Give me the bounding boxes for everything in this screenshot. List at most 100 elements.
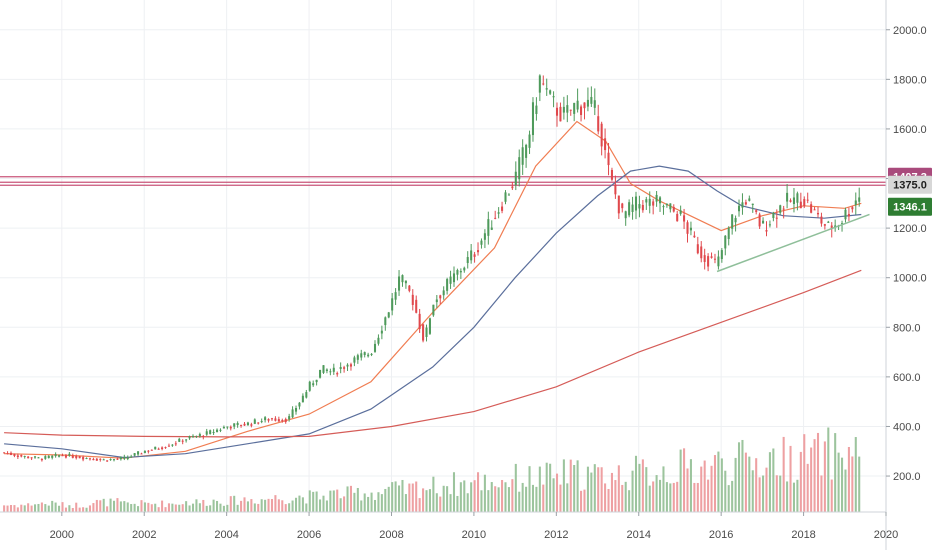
candle-body (191, 435, 195, 438)
candle-body (373, 343, 377, 352)
volume-bar (555, 473, 559, 512)
volume-bar (181, 504, 184, 512)
candle-body (332, 367, 335, 372)
candle-body (717, 256, 720, 267)
y-tick-label: 600.0 (893, 372, 921, 384)
volume-bar (521, 482, 524, 512)
candle-body (161, 447, 164, 450)
volume-bar (463, 480, 466, 512)
candle-body (353, 357, 356, 363)
x-tick-label: 2014 (627, 529, 651, 541)
candle-body (823, 224, 826, 226)
volume-bar (322, 495, 325, 512)
volume-bar (253, 503, 256, 512)
candle-body (95, 458, 98, 461)
candle-body (380, 330, 383, 334)
volume-bar (607, 488, 610, 512)
candle-body (786, 192, 789, 202)
volume-bar (614, 480, 617, 512)
candle-body (126, 457, 129, 460)
candle-body (133, 453, 136, 456)
volume-bar (380, 494, 383, 512)
candle-body (240, 424, 243, 426)
candle-body (707, 256, 710, 267)
volume-bar (501, 479, 504, 512)
candle-body (174, 443, 177, 445)
candle-body (167, 445, 170, 447)
volume-bar (841, 457, 844, 512)
volume-bar (336, 489, 339, 512)
candle-body (535, 105, 538, 114)
volume-bar (645, 467, 648, 512)
candle-body (119, 457, 122, 460)
candle-body (652, 201, 655, 206)
volume-bar (456, 495, 459, 512)
time-axis[interactable]: 2000 2002 2004 2006 2008 2010 2012 2014 2016 2018… (0, 511, 898, 541)
volume-bar (559, 484, 562, 512)
volume-bar (61, 502, 64, 512)
volume-bar (439, 496, 442, 512)
candle-body (501, 206, 504, 211)
volume-bar (700, 466, 703, 512)
candle-body (679, 210, 682, 214)
candle-body (222, 426, 225, 429)
candle-body (339, 366, 342, 369)
volume-bar (542, 484, 545, 512)
volume-bar (51, 500, 54, 512)
volume-bar (191, 503, 195, 512)
candle-body (212, 432, 215, 434)
volume-bar (312, 491, 315, 512)
volume-bar (64, 507, 67, 512)
candle-body (442, 290, 445, 296)
volume-bar (219, 503, 222, 512)
candle-body (363, 352, 366, 356)
candle-body (686, 222, 689, 234)
volume-bar (717, 451, 720, 512)
volume-bar (44, 504, 47, 512)
volume-bar (847, 446, 850, 512)
y-tick-label: 1200.0 (893, 223, 927, 235)
candle-body (552, 96, 555, 98)
volume-bar (731, 480, 734, 512)
candle-body (329, 371, 332, 373)
volume-bar (851, 456, 854, 512)
candle-body (683, 215, 686, 222)
volume-bar (233, 495, 236, 512)
candle-body (33, 456, 37, 458)
candle-body (720, 250, 723, 260)
candle-body (452, 273, 456, 283)
candle-body (820, 216, 823, 224)
volume-bar (349, 485, 352, 512)
volume-bar (54, 502, 57, 512)
candle-body (659, 197, 662, 204)
volume-bar (360, 500, 363, 512)
candle-body (528, 134, 531, 148)
x-tick-label: 2008 (379, 529, 403, 541)
candle-body (294, 408, 298, 412)
volume-bar (308, 490, 311, 512)
candlesticks (3, 74, 861, 462)
x-tick-label: 2002 (132, 529, 156, 541)
volume-bar (528, 466, 531, 512)
volume-bar (727, 485, 730, 512)
candle-body (676, 213, 679, 222)
candle-body (641, 204, 644, 211)
candle-body (476, 250, 480, 253)
candle-body (27, 456, 30, 459)
candle-body (30, 457, 33, 459)
volume-bar (428, 489, 431, 512)
candle-body (710, 256, 713, 258)
volume-bar (229, 496, 232, 512)
candle-body (418, 313, 421, 329)
volume-bar (816, 432, 820, 512)
volume-bar (741, 439, 744, 512)
volume-bar (452, 472, 456, 512)
candle-body (555, 107, 559, 116)
candle-body (459, 271, 462, 273)
volume-bar (301, 497, 304, 512)
candle-body (68, 453, 71, 456)
candle-body (195, 435, 198, 437)
candle-body (792, 197, 795, 205)
volume-bar (483, 474, 486, 512)
